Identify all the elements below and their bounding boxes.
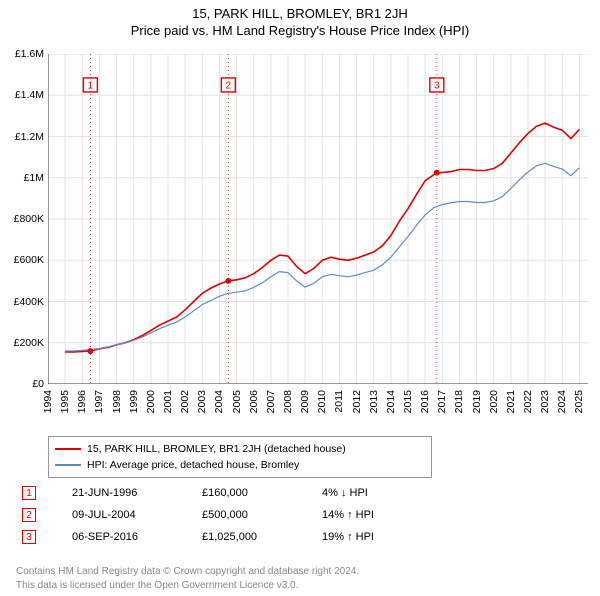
title-address: 15, PARK HILL, BROMLEY, BR1 2JH	[0, 6, 600, 21]
x-tick-label: 2018	[453, 390, 465, 413]
svg-text:2: 2	[226, 80, 232, 91]
x-tick-label: 1998	[111, 390, 123, 413]
x-tick-label: 2020	[488, 390, 500, 413]
x-tick-label: 2011	[333, 390, 345, 413]
x-tick-label: 2009	[299, 390, 311, 413]
x-tick-label: 2023	[539, 390, 551, 413]
x-tick-label: 2007	[265, 390, 277, 413]
y-tick-label: £1.6M	[0, 48, 44, 60]
sale-marker-icon: 3	[22, 530, 36, 544]
y-tick-label: £0	[0, 378, 44, 390]
sale-date: 21-JUN-1996	[72, 487, 202, 499]
x-tick-label: 2013	[368, 390, 380, 413]
x-tick-label: 2016	[419, 390, 431, 413]
x-tick-label: 2003	[196, 390, 208, 413]
x-tick-label: 1996	[76, 390, 88, 413]
x-tick-label: 2014	[385, 390, 397, 413]
x-tick-label: 1999	[128, 390, 140, 413]
sale-marker-icon: 2	[22, 508, 36, 522]
x-tick-label: 2006	[248, 390, 260, 413]
legend-swatch-property	[55, 448, 81, 450]
x-tick-label: 2024	[556, 390, 568, 413]
sale-diff: 19% ↑ HPI	[322, 531, 442, 543]
x-tick-label: 2012	[351, 390, 363, 413]
chart-svg: 1 2 3	[48, 54, 588, 384]
sale-marker-icon: 1	[22, 486, 36, 500]
y-tick-label: £600K	[0, 254, 44, 266]
legend: 15, PARK HILL, BROMLEY, BR1 2JH (detache…	[48, 436, 432, 478]
legend-label-hpi: HPI: Average price, detached house, Brom…	[87, 459, 299, 471]
x-tick-label: 2015	[402, 390, 414, 413]
sales-row: 1 21-JUN-1996 £160,000 4% ↓ HPI	[20, 482, 580, 504]
y-tick-label: £400K	[0, 296, 44, 308]
x-tick-label: 1994	[42, 390, 54, 413]
svg-text:1: 1	[88, 80, 94, 91]
x-tick-label: 2004	[213, 390, 225, 413]
sale-date: 06-SEP-2016	[72, 531, 202, 543]
y-tick-label: £1.4M	[0, 89, 44, 101]
sale-price: £1,025,000	[202, 531, 322, 543]
x-tick-label: 1997	[93, 390, 105, 413]
legend-row-property: 15, PARK HILL, BROMLEY, BR1 2JH (detache…	[55, 441, 425, 457]
legend-swatch-hpi	[55, 464, 81, 466]
y-tick-label: £1M	[0, 172, 44, 184]
x-tick-label: 2008	[282, 390, 294, 413]
y-tick-label: £800K	[0, 213, 44, 225]
y-tick-label: £200K	[0, 337, 44, 349]
sale-date: 09-JUL-2004	[72, 509, 202, 521]
x-tick-label: 2001	[162, 390, 174, 413]
x-tick-label: 2021	[505, 390, 517, 413]
y-tick-label: £1.2M	[0, 131, 44, 143]
sales-row: 3 06-SEP-2016 £1,025,000 19% ↑ HPI	[20, 526, 580, 548]
x-tick-label: 2017	[436, 390, 448, 413]
sale-diff: 14% ↑ HPI	[322, 509, 442, 521]
sale-diff: 4% ↓ HPI	[322, 487, 442, 499]
sales-row: 2 09-JUL-2004 £500,000 14% ↑ HPI	[20, 504, 580, 526]
footer: Contains HM Land Registry data © Crown c…	[16, 565, 359, 592]
x-tick-label: 2025	[573, 390, 585, 413]
x-tick-label: 2005	[231, 390, 243, 413]
legend-row-hpi: HPI: Average price, detached house, Brom…	[55, 457, 425, 473]
sale-price: £160,000	[202, 487, 322, 499]
title-subtitle: Price paid vs. HM Land Registry's House …	[0, 23, 600, 38]
x-tick-label: 2002	[179, 390, 191, 413]
sales-table: 1 21-JUN-1996 £160,000 4% ↓ HPI 2 09-JUL…	[20, 482, 580, 548]
x-tick-label: 2010	[316, 390, 328, 413]
legend-label-property: 15, PARK HILL, BROMLEY, BR1 2JH (detache…	[87, 443, 346, 455]
x-tick-label: 2000	[145, 390, 157, 413]
footer-line1: Contains HM Land Registry data © Crown c…	[16, 565, 359, 579]
x-tick-label: 1995	[59, 390, 71, 413]
x-tick-label: 2019	[471, 390, 483, 413]
x-tick-label: 2022	[522, 390, 534, 413]
chart: 1 2 3	[48, 54, 588, 384]
svg-text:3: 3	[434, 80, 440, 91]
sale-price: £500,000	[202, 509, 322, 521]
